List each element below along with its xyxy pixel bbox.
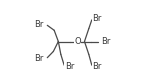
Text: Br: Br <box>101 37 110 46</box>
Text: Br: Br <box>93 14 102 23</box>
Text: O: O <box>74 37 81 46</box>
Text: Br: Br <box>35 54 44 63</box>
Text: Br: Br <box>65 62 74 71</box>
Text: Br: Br <box>35 20 44 29</box>
Text: Br: Br <box>93 62 102 71</box>
